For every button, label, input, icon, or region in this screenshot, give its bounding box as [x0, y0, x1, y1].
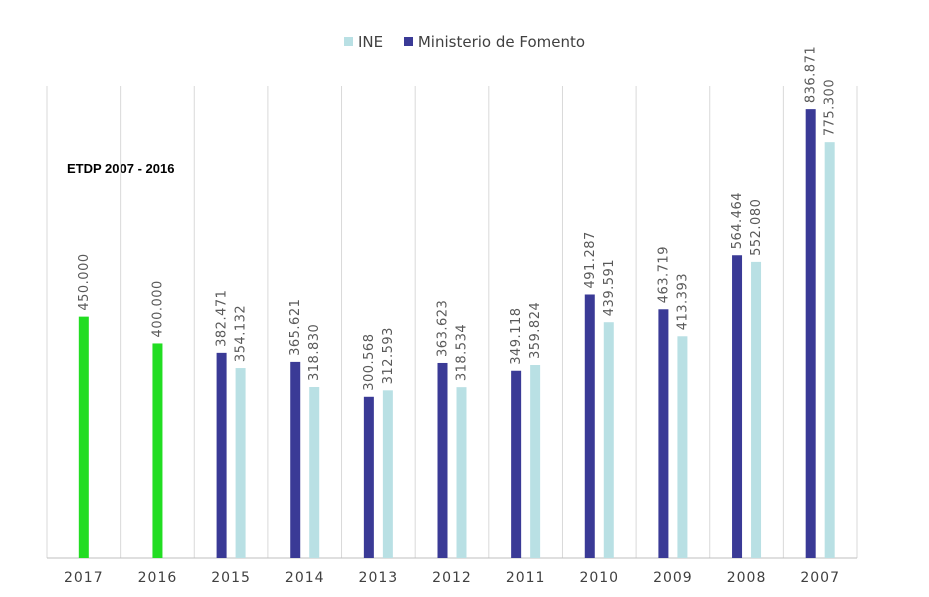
- data-label-ine-2014: 318.830: [307, 324, 322, 381]
- bar-ministerio-2015: [216, 352, 227, 558]
- bar-ministerio-2011: [511, 370, 522, 558]
- bar-ministerio-2007: [805, 109, 816, 559]
- data-label-ine-2007: 775.300: [823, 79, 838, 136]
- bar-ministerio-2016: [152, 343, 163, 558]
- x-tick-label-2016: 2016: [138, 570, 178, 586]
- data-label-ine-2015: 354.132: [234, 305, 249, 362]
- bar-ine-2010: [603, 322, 614, 558]
- bar-ministerio-2012: [437, 362, 448, 558]
- bar-ministerio-2017: [78, 316, 89, 558]
- data-label-ministerio-2013: 300.568: [362, 334, 377, 391]
- legend-swatch-ministerio: [403, 37, 413, 46]
- x-tick-label-2011: 2011: [506, 570, 546, 586]
- data-label-ine-2011: 359.824: [528, 302, 543, 359]
- legend-label-ine: INE: [357, 32, 384, 51]
- bar-ministerio-2010: [584, 294, 595, 558]
- data-label-ministerio-2016: 400.000: [150, 280, 165, 337]
- bar-ine-2007: [824, 142, 835, 558]
- bar-ine-2008: [751, 261, 762, 558]
- legend-label-ministerio: Ministerio de Fomento: [417, 32, 586, 51]
- bar-ine-2012: [456, 387, 467, 558]
- legend-item-ministerio: Ministerio de Fomento: [403, 32, 586, 51]
- data-label-ministerio-2009: 463.719: [656, 246, 671, 303]
- x-tick-label-2015: 2015: [211, 570, 251, 586]
- bar-ine-2015: [235, 368, 246, 558]
- legend-swatch-ine: [343, 37, 353, 46]
- bar-ministerio-2009: [658, 309, 669, 558]
- chart-legend: INE Ministerio de Fomento: [0, 32, 929, 51]
- bar-ministerio-2014: [290, 361, 301, 558]
- x-tick-label-2008: 2008: [727, 570, 767, 586]
- data-label-ministerio-2017: 450.000: [77, 253, 92, 310]
- x-tick-label-2009: 2009: [653, 570, 693, 586]
- data-label-ministerio-2010: 491.287: [583, 231, 598, 288]
- bar-ine-2009: [677, 336, 688, 558]
- x-tick-label-2013: 2013: [359, 570, 399, 586]
- data-label-ministerio-2011: 349.118: [509, 307, 524, 364]
- x-tick-label-2012: 2012: [432, 570, 472, 586]
- data-label-ine-2010: 439.591: [602, 259, 617, 316]
- data-label-ministerio-2008: 564.464: [730, 192, 745, 249]
- data-label-ministerio-2012: 363.623: [436, 300, 451, 357]
- bar-ine-2013: [382, 390, 393, 558]
- data-label-ministerio-2015: 382.471: [215, 290, 230, 347]
- data-label-ministerio-2007: 836.871: [804, 46, 819, 103]
- bar-ine-2014: [309, 386, 320, 558]
- x-tick-label-2010: 2010: [579, 570, 619, 586]
- bar-ine-2011: [530, 365, 541, 558]
- data-label-ministerio-2014: 365.621: [288, 299, 303, 356]
- data-label-ine-2009: 413.393: [675, 273, 690, 330]
- data-label-ine-2013: 312.593: [381, 327, 396, 384]
- legend-item-ine: INE: [343, 32, 384, 51]
- x-tick-label-2017: 2017: [64, 570, 104, 586]
- x-tick-label-2007: 2007: [800, 570, 840, 586]
- bar-ministerio-2013: [363, 396, 374, 558]
- data-label-ine-2008: 552.080: [749, 199, 764, 256]
- data-label-ine-2012: 318.534: [455, 324, 470, 381]
- bar-ministerio-2008: [732, 255, 743, 558]
- x-tick-label-2014: 2014: [285, 570, 325, 586]
